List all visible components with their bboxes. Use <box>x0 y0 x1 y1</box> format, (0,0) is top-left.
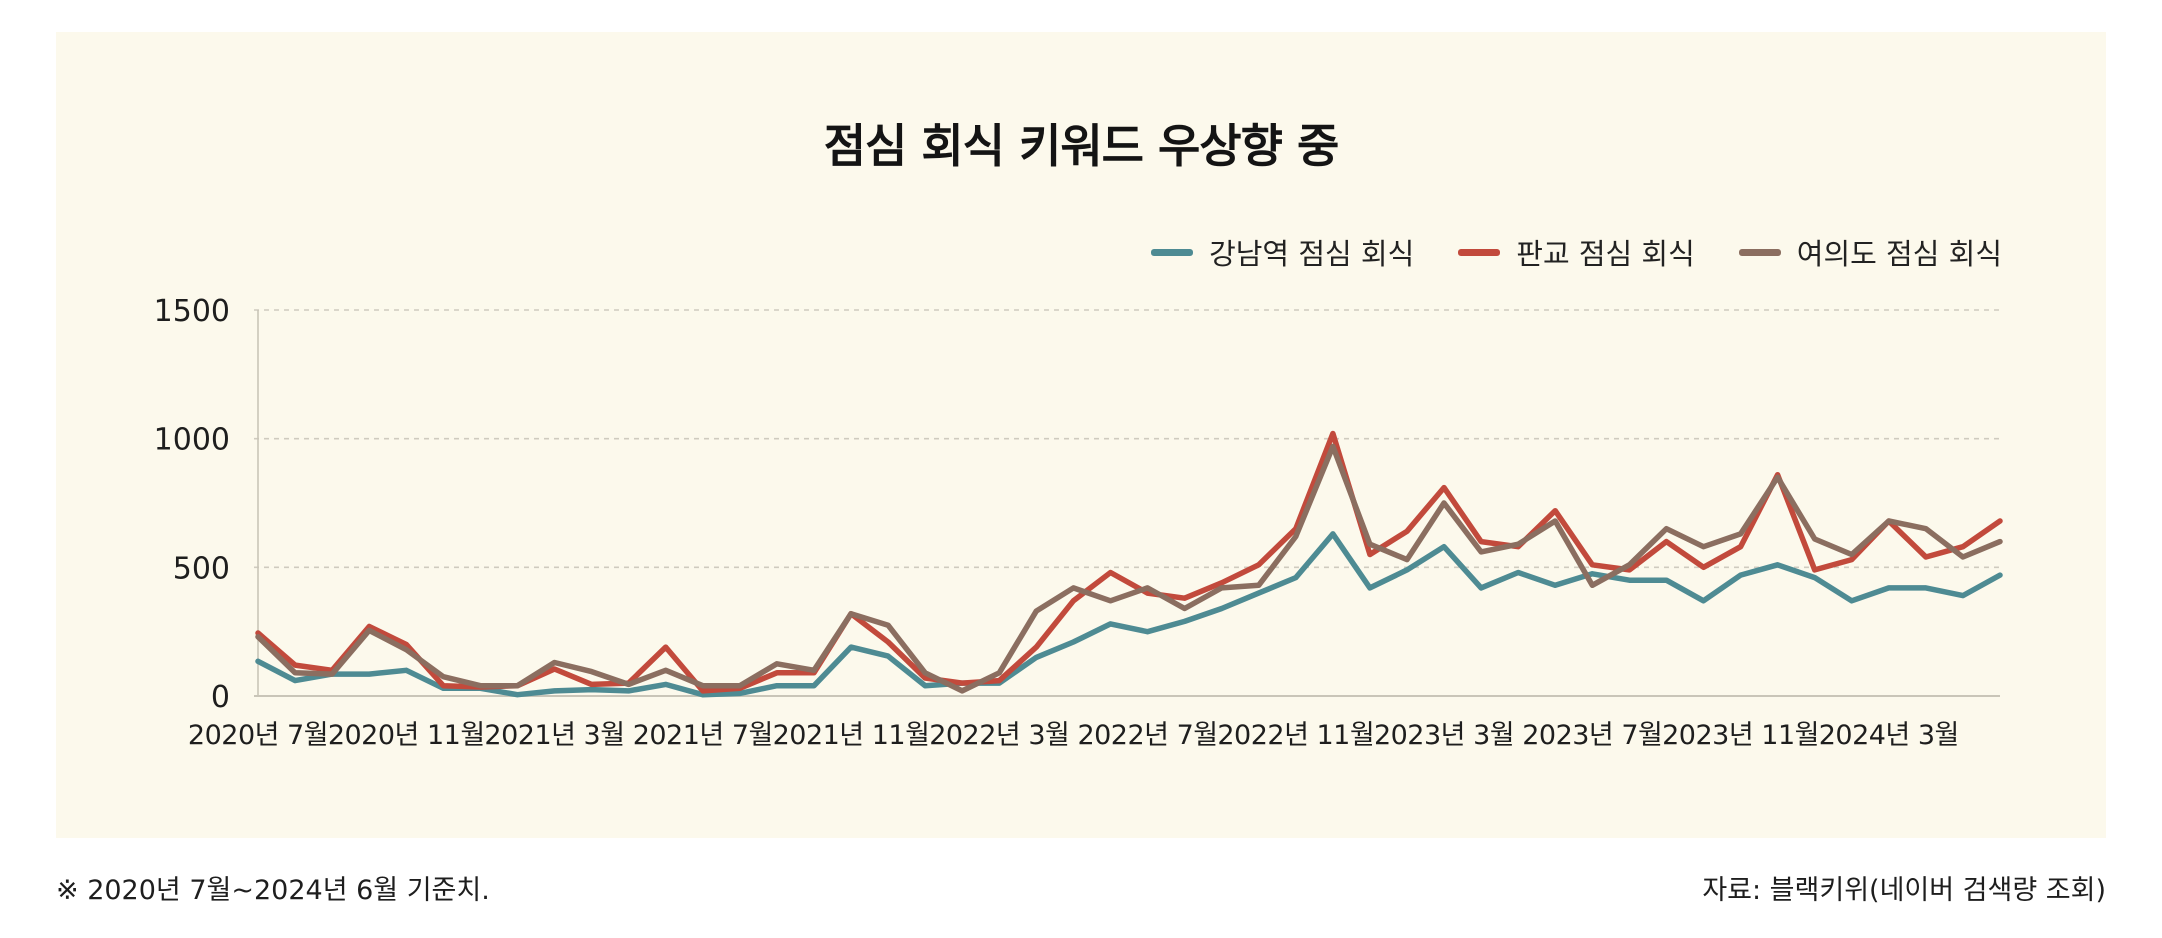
y-tick-label: 500 <box>173 551 230 586</box>
legend-swatch-gangnam <box>1151 248 1194 256</box>
y-tick-label: 1000 <box>154 423 230 458</box>
series-line-0 <box>255 531 2003 698</box>
x-tick-label: 2021년 3월 <box>484 720 624 751</box>
series-lines <box>255 430 2003 698</box>
x-tick-label: 2022년 3월 <box>929 720 1069 751</box>
source-note: 자료: 블랙키위(네이버 검색량 조회) <box>1702 875 2106 906</box>
chart-title: 점심 회식 키워드 우상향 중 <box>823 119 1340 173</box>
footnote: ※ 2020년 7월~2024년 6월 기준치. <box>56 875 490 906</box>
legend-swatch-yeouido <box>1738 248 1781 256</box>
legend-item-yeouido: 여의도 점심 회식 <box>1738 231 2002 273</box>
legend-swatch-pangyo <box>1458 248 1501 256</box>
legend: 강남역 점심 회식 판교 점심 회식 여의도 점심 회식 <box>1151 228 2002 276</box>
x-tick-label: 2021년 7월 <box>633 720 773 751</box>
x-axis-tick-labels: 2020년 7월 2020년 11월 2021년 3월 2021년 7월 2021년 1… <box>188 720 1959 751</box>
legend-item-gangnam: 강남역 점심 회식 <box>1151 231 1414 273</box>
x-tick-label: 2021년 11월 <box>773 720 930 751</box>
x-tick-label: 2023년 3월 <box>1374 720 1514 751</box>
x-tick-label: 2023년 11월 <box>1662 720 1819 751</box>
legend-label-yeouido: 여의도 점심 회식 <box>1796 237 2002 271</box>
x-tick-label: 2022년 11월 <box>1217 720 1374 751</box>
x-tick-label: 2023년 7월 <box>1522 720 1662 751</box>
x-tick-label: 2022년 7월 <box>1077 720 1217 751</box>
legend-label-pangyo: 판교 점심 회식 <box>1516 237 1695 271</box>
y-tick-label: 0 <box>211 680 230 715</box>
y-tick-label: 1500 <box>154 294 230 329</box>
x-tick-label: 2020년 11월 <box>328 720 485 751</box>
series-line-2 <box>255 443 2003 694</box>
y-axis-tick-labels: 0 500 1000 1500 <box>154 294 230 715</box>
legend-item-pangyo: 판교 점심 회식 <box>1458 231 1695 273</box>
x-tick-label: 2024년 3월 <box>1819 720 1959 751</box>
x-tick-label: 2020년 7월 <box>188 720 328 751</box>
chart-panel <box>56 32 2106 838</box>
series-line-1 <box>255 430 2003 694</box>
legend-label-gangnam: 강남역 점심 회식 <box>1209 237 1415 271</box>
gridlines <box>254 309 2000 697</box>
